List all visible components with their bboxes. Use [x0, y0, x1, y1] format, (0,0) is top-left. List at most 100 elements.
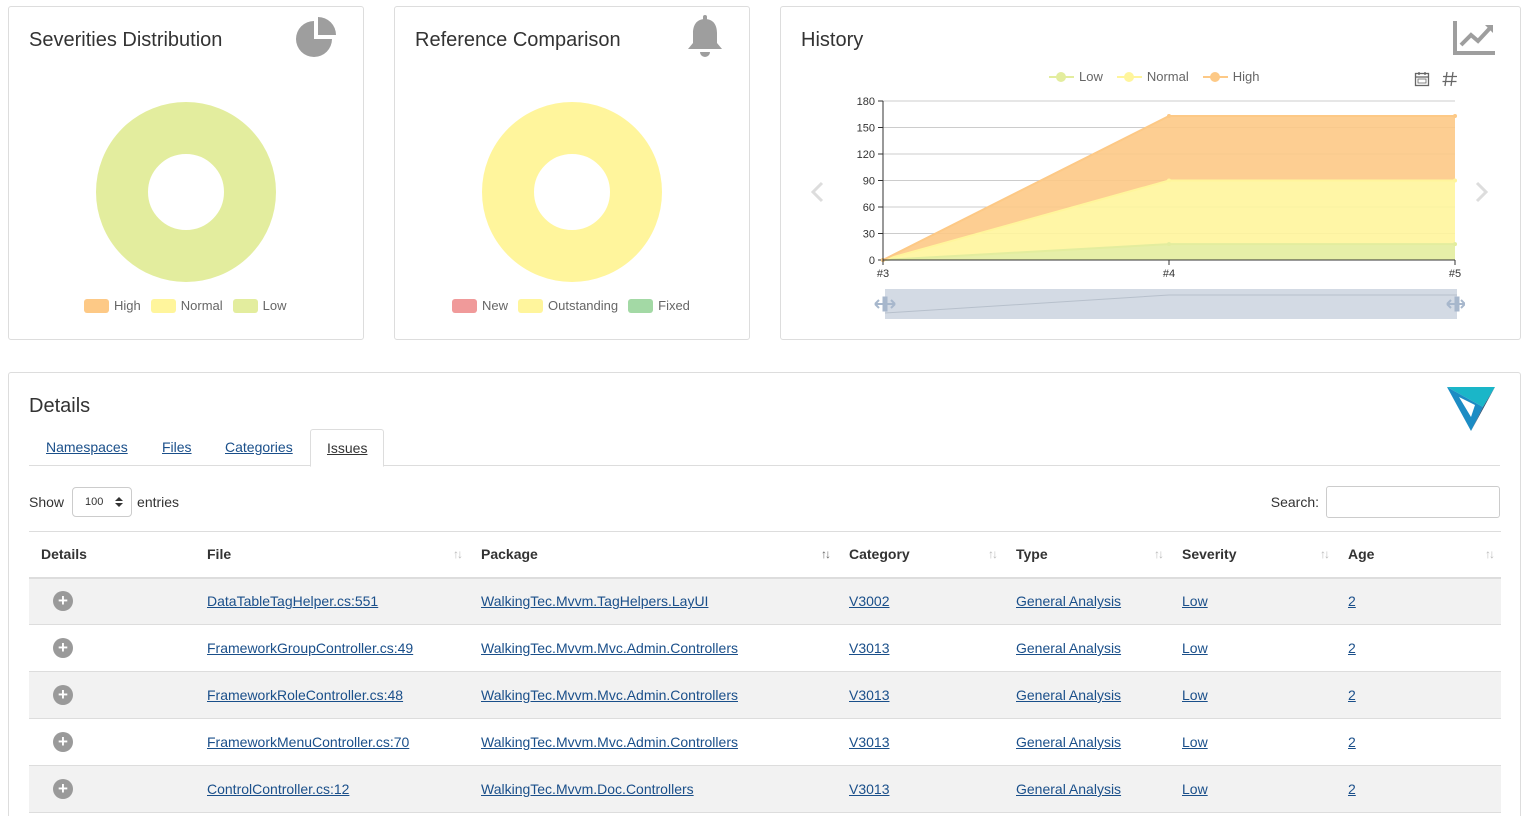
legend-marker — [1049, 70, 1074, 84]
legend-item[interactable]: Fixed — [628, 298, 690, 313]
point-high — [1167, 114, 1171, 119]
details-tabs: Namespaces Files Categories Issues — [29, 429, 1500, 467]
package-link[interactable]: WalkingTec.Mvvm.Mvc.Admin.Controllers — [481, 734, 738, 750]
category-link[interactable]: V3013 — [849, 687, 890, 703]
category-cell: V3013 — [837, 624, 1004, 672]
table-row: + FrameworkRoleController.cs:48 WalkingTec… — [29, 671, 1501, 719]
expand-plus-icon[interactable]: + — [53, 685, 73, 705]
col-details[interactable]: Details — [29, 531, 195, 579]
category-link[interactable]: V3013 — [849, 734, 890, 750]
tab-categories[interactable]: Categories — [225, 439, 293, 455]
legend-item[interactable]: Low — [1049, 69, 1103, 84]
col-package[interactable]: Package ↑↓ — [469, 531, 837, 579]
severities-donut — [96, 102, 276, 282]
file-link[interactable]: FrameworkRoleController.cs:48 — [207, 687, 404, 703]
type-link[interactable]: General Analysis — [1016, 734, 1122, 750]
legend-label: Outstanding — [548, 298, 619, 313]
table-header-row: Details File ↑↓ Package ↑↓ Category ↑↓ Type… — [29, 531, 1501, 579]
type-link[interactable]: General Analysis — [1016, 781, 1122, 797]
file-link[interactable]: FrameworkMenuController.cs:70 — [207, 734, 410, 750]
legend-item[interactable]: Outstanding — [518, 298, 618, 313]
page-size-select[interactable]: 100 — [72, 487, 133, 517]
table-row: + FrameworkMenuController.cs:70 WalkingTec… — [29, 718, 1501, 766]
search-label: Search: — [1270, 494, 1319, 510]
details-cell: + — [29, 765, 195, 813]
reference-title: Reference Comparison — [415, 29, 621, 51]
expand-plus-icon[interactable]: + — [53, 638, 73, 658]
age-link[interactable]: 2 — [1348, 734, 1356, 750]
bell-icon — [688, 15, 722, 57]
legend-label: High — [114, 298, 141, 313]
y-tick-label: 0 — [869, 255, 875, 267]
severity-link[interactable]: Low — [1182, 593, 1208, 610]
package-link[interactable]: WalkingTec.Mvvm.Mvc.Admin.Controllers — [481, 687, 738, 703]
severity-link[interactable]: Low — [1182, 687, 1208, 703]
col-category[interactable]: Category ↑↓ — [837, 531, 1004, 579]
zoom-slider[interactable] — [869, 283, 1465, 323]
expand-plus-icon[interactable]: + — [53, 779, 73, 799]
tab-issues[interactable]: Issues — [310, 429, 385, 467]
age-link[interactable]: 2 — [1348, 593, 1356, 610]
file-cell: DataTableTagHelper.cs:551 — [195, 577, 469, 625]
age-cell: 2 — [1336, 718, 1501, 766]
history-next-arrow[interactable] — [1474, 181, 1490, 203]
type-link[interactable]: General Analysis — [1016, 687, 1122, 703]
severity-link[interactable]: Low — [1182, 640, 1208, 656]
severity-link[interactable]: Low — [1182, 734, 1208, 750]
age-link[interactable]: 2 — [1348, 640, 1356, 656]
legend-label: New — [482, 298, 509, 313]
age-link[interactable]: 2 — [1348, 781, 1356, 797]
legend-item[interactable]: New — [452, 298, 508, 313]
severity-cell: Low — [1170, 718, 1336, 766]
expand-plus-icon[interactable]: + — [53, 732, 73, 752]
file-link[interactable]: ControlController.cs:12 — [207, 781, 350, 797]
package-cell: WalkingTec.Mvvm.Mvc.Admin.Controllers — [469, 718, 837, 766]
history-prev-arrow[interactable] — [809, 181, 825, 203]
col-file[interactable]: File ↑↓ — [195, 531, 469, 579]
legend-label: Fixed — [658, 298, 690, 313]
legend-swatch — [518, 298, 544, 313]
package-link[interactable]: WalkingTec.Mvvm.Doc.Controllers — [481, 781, 694, 797]
age-cell: 2 — [1336, 577, 1501, 625]
legend-label: Normal — [1146, 69, 1189, 84]
legend-marker — [1116, 70, 1142, 84]
legend-item[interactable]: High — [1202, 69, 1260, 84]
hash-icon[interactable] — [1441, 70, 1459, 88]
file-link[interactable]: DataTableTagHelper.cs:551 — [207, 593, 379, 610]
category-link[interactable]: V3002 — [849, 593, 890, 610]
legend-label: Low — [262, 298, 287, 313]
category-cell: V3013 — [837, 718, 1004, 766]
reference-legend: New Outstanding Fixed — [452, 298, 700, 313]
details-cell: + — [29, 624, 195, 672]
tab-namespaces[interactable]: Namespaces — [46, 439, 128, 455]
legend-item[interactable]: High — [84, 298, 141, 313]
area-normal — [883, 180, 1455, 260]
y-tick-label: 120 — [857, 149, 875, 161]
legend-item[interactable]: Normal — [1116, 69, 1189, 84]
file-link[interactable]: FrameworkGroupController.cs:49 — [207, 640, 414, 656]
category-link[interactable]: V3013 — [849, 640, 890, 656]
type-link[interactable]: General Analysis — [1016, 640, 1122, 656]
expand-plus-icon[interactable]: + — [53, 591, 73, 612]
x-tick-label: #5 — [1449, 268, 1461, 280]
type-link[interactable]: General Analysis — [1016, 593, 1122, 610]
tab-files[interactable]: Files — [162, 439, 192, 455]
sort-icon: ↑↓ — [821, 547, 831, 561]
updown-caret-icon — [115, 497, 124, 507]
severity-link[interactable]: Low — [1182, 781, 1208, 797]
search-input[interactable] — [1326, 486, 1500, 518]
legend-item[interactable]: Low — [232, 298, 287, 313]
category-link[interactable]: V3013 — [849, 781, 890, 797]
legend-item[interactable]: Normal — [150, 298, 223, 313]
col-type[interactable]: Type ↑↓ — [1004, 531, 1170, 579]
package-cell: WalkingTec.Mvvm.Doc.Controllers — [469, 765, 837, 813]
col-severity[interactable]: Severity ↑↓ — [1170, 531, 1336, 579]
legend-swatch — [150, 298, 176, 313]
area-high — [883, 116, 1455, 261]
file-cell: FrameworkMenuController.cs:70 — [195, 718, 469, 766]
calendar-icon[interactable] — [1414, 71, 1430, 87]
package-link[interactable]: WalkingTec.Mvvm.Mvc.Admin.Controllers — [481, 640, 738, 656]
col-age[interactable]: Age ↑↓ — [1336, 531, 1501, 579]
age-link[interactable]: 2 — [1348, 687, 1356, 703]
package-link[interactable]: WalkingTec.Mvvm.TagHelpers.LayUI — [481, 593, 709, 610]
